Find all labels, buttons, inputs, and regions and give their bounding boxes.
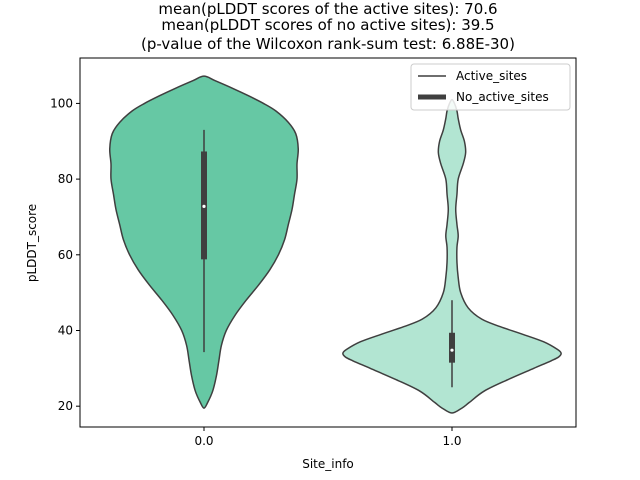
y-tick-label: 80 — [58, 172, 73, 186]
axes-frame — [79, 57, 577, 428]
median-point-1-0 — [450, 348, 454, 352]
y-axis-label: pLDDT_score — [25, 204, 39, 282]
chart-title: mean(pLDDT scores of the active sites): … — [141, 0, 515, 53]
title-line-1: mean(pLDDT scores of the active sites): … — [158, 0, 497, 18]
legend-box — [410, 63, 571, 111]
iqr-box-1-0 — [449, 332, 455, 363]
boxes-layer — [201, 129, 455, 388]
x-tick-label: 1.0 — [442, 434, 461, 448]
y-axis-ticks: 20 40 60 80 100 — [50, 96, 80, 413]
y-tick-label: 100 — [50, 96, 73, 110]
x-tick-label: 0.0 — [194, 434, 213, 448]
legend: Active_sites No_active_sites — [410, 63, 571, 111]
title-line-3: (p-value of the Wilcoxon rank-sum test: … — [141, 35, 515, 53]
y-tick-label: 40 — [58, 323, 73, 337]
legend-label-no-active-sites: No_active_sites — [456, 90, 549, 104]
y-tick-label: 60 — [58, 248, 73, 262]
median-point-0-0 — [202, 204, 206, 208]
x-axis-ticks: 0.0 1.0 — [194, 427, 462, 448]
title-line-2: mean(pLDDT scores of no active sites): 3… — [161, 16, 494, 34]
legend-label-active-sites: Active_sites — [456, 69, 527, 83]
y-tick-label: 20 — [58, 399, 73, 413]
x-axis-label: Site_info — [302, 457, 354, 471]
